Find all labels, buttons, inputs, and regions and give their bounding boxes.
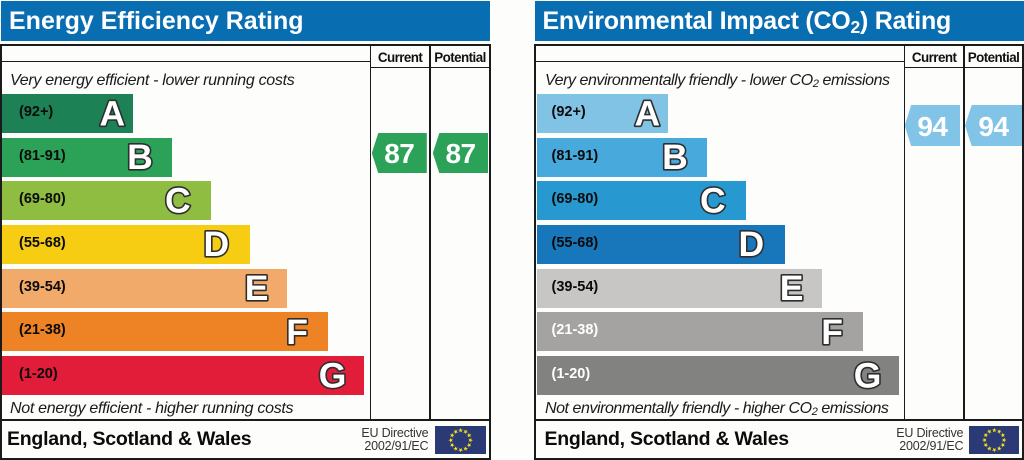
svg-text:B: B <box>127 137 153 177</box>
svg-text:B: B <box>662 137 688 177</box>
svg-text:E: E <box>245 268 269 308</box>
svg-text:G: G <box>319 356 347 396</box>
svg-text:C: C <box>700 181 726 221</box>
svg-text:F: F <box>821 312 843 352</box>
svg-text:D: D <box>738 224 764 264</box>
svg-text:F: F <box>286 312 308 352</box>
svg-text:G: G <box>854 356 882 396</box>
svg-text:D: D <box>203 224 229 264</box>
svg-text:E: E <box>780 268 804 308</box>
svg-text:A: A <box>100 94 126 134</box>
svg-text:C: C <box>165 181 191 221</box>
svg-text:A: A <box>635 94 661 134</box>
